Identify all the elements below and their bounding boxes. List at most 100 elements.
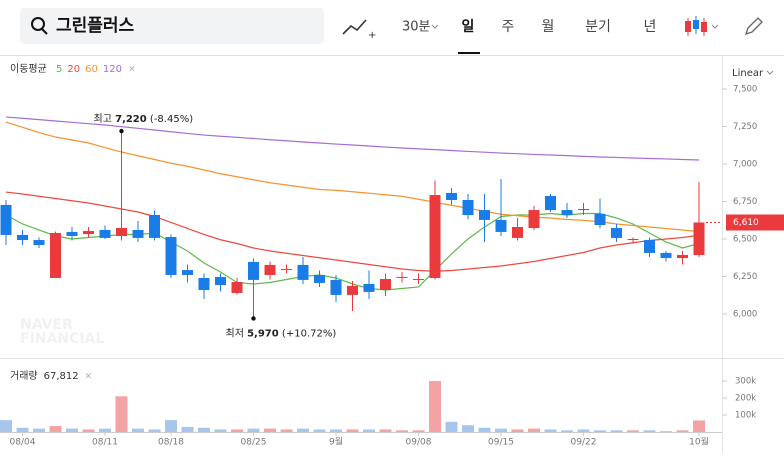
- candle-body: [264, 264, 276, 275]
- candle-body: [83, 231, 94, 235]
- x-tick-label: 09/08: [406, 438, 432, 448]
- volume-bar: [231, 429, 243, 432]
- dropdown-caret: [766, 70, 774, 75]
- volume-bar: [429, 381, 441, 432]
- candle-body: [198, 277, 210, 290]
- y-tick-label: 300k: [735, 377, 756, 387]
- x-tick-label: 09/15: [488, 438, 514, 448]
- search-icon: [41, 28, 48, 35]
- candle-body: [561, 210, 573, 215]
- y-tick-label: 6,000: [733, 309, 757, 319]
- candle-body: [627, 238, 639, 241]
- candle-body: [182, 270, 193, 275]
- candle-body: [231, 282, 243, 293]
- candle-body: [314, 274, 325, 283]
- volume-bar: [594, 430, 606, 432]
- volume-bar: [181, 426, 194, 432]
- chart-type-icon[interactable]: [685, 16, 707, 36]
- extreme-point: [251, 316, 256, 321]
- candle-body: [330, 279, 342, 295]
- volume-bar: [214, 429, 227, 432]
- dropdown-caret: [431, 24, 439, 29]
- volume-bar: [280, 429, 293, 432]
- indicator-icon[interactable]: [342, 19, 367, 35]
- volume-bar: [643, 430, 656, 432]
- moving-average-line: [5, 116, 700, 161]
- annotation-part: 최저: [226, 327, 244, 339]
- y-tick-label: 7,500: [733, 85, 757, 95]
- volume-bar: [297, 428, 309, 432]
- candle-body: [281, 268, 292, 271]
- draw-icon[interactable]: [744, 17, 763, 36]
- dropdown-caret: [711, 24, 719, 29]
- period-tab[interactable]: 주: [502, 19, 515, 35]
- volume-bar: [511, 429, 524, 432]
- volume-bar: [148, 429, 161, 432]
- extreme-point: [119, 128, 124, 134]
- search-icon: [31, 17, 45, 31]
- candle-body: [578, 208, 589, 211]
- volume-bar: [396, 430, 408, 432]
- candle-body: [248, 261, 259, 280]
- volume-bar: [495, 428, 507, 432]
- search-box[interactable]: [20, 8, 324, 44]
- period-tab[interactable]: 년: [644, 19, 657, 35]
- volume-bar: [132, 428, 144, 432]
- candle-body: [462, 200, 474, 215]
- period-tab[interactable]: 일: [462, 19, 475, 35]
- candle-body: [677, 255, 688, 259]
- volume-bar: [445, 421, 458, 432]
- candle-body: [660, 252, 672, 259]
- candle-body: [99, 229, 111, 238]
- candle-body: [50, 232, 61, 278]
- legend-entry: 120: [103, 64, 122, 75]
- y-tick-label: 200k: [735, 394, 756, 404]
- period-tab[interactable]: 분기: [585, 19, 611, 35]
- volume-title: 거래량: [10, 370, 38, 382]
- period-tab[interactable]: 월: [542, 19, 555, 35]
- candle-body: [380, 279, 391, 290]
- scale-select[interactable]: Linear: [732, 68, 764, 79]
- candle-body: [66, 231, 78, 236]
- volume-bar: [66, 428, 78, 432]
- candle-body: [545, 195, 556, 211]
- legend-close: ×: [128, 65, 136, 75]
- y-tick-label: 6,500: [733, 234, 757, 244]
- x-tick-label: 9월: [329, 436, 343, 448]
- annotation: 최저 5,970 (+10.72%): [226, 327, 337, 339]
- volume-bar: [49, 426, 62, 432]
- volume-bar: [528, 428, 540, 432]
- y-tick-label: 7,250: [733, 122, 757, 132]
- volume-bar: [264, 428, 276, 432]
- volume-bar: [115, 396, 128, 432]
- candle-body: [347, 285, 358, 295]
- legend-entry: 60: [85, 64, 98, 75]
- candle-body: [149, 214, 160, 238]
- volume-bar: [346, 429, 359, 432]
- watermark: FINANCIAL: [20, 331, 104, 347]
- annotation-part: 7,220: [115, 114, 147, 125]
- legend-entry: 20: [67, 64, 80, 75]
- search-query[interactable]: 그린플러스: [56, 16, 135, 36]
- candle-body: [594, 213, 606, 226]
- volume-bar: [16, 427, 29, 432]
- annotation: 최고 7,220 (-8.45%): [94, 113, 194, 125]
- y-tick-label: 6,250: [733, 272, 757, 282]
- candle-body: [165, 237, 177, 275]
- volume-bar: [561, 430, 573, 432]
- volume-bar: [33, 428, 45, 432]
- volume-bar: [165, 420, 177, 432]
- volume-close: ×: [85, 372, 93, 382]
- volume-bar: [82, 429, 95, 432]
- volume-bar: [247, 428, 260, 432]
- watermark: NAVER: [20, 317, 73, 333]
- candle-body: [297, 264, 309, 280]
- volume-bar: [412, 430, 425, 432]
- candle-body: [512, 226, 523, 238]
- volume-bar: [693, 420, 705, 432]
- volume-bar: [610, 430, 623, 432]
- candle-body: [479, 210, 490, 220]
- candle-body: [215, 276, 226, 286]
- interval-select[interactable]: 30분: [402, 20, 431, 35]
